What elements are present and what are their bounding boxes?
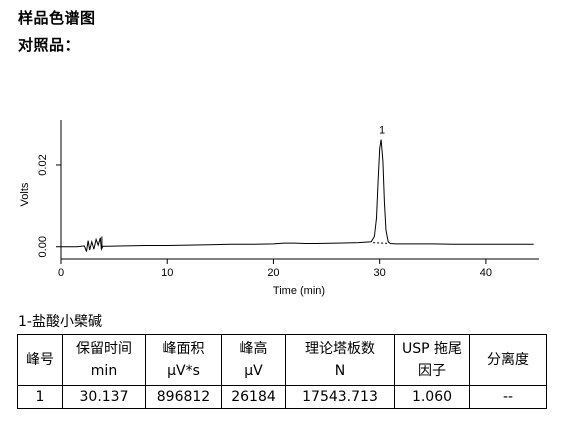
- x-tick-label: 30: [374, 267, 386, 279]
- header-text: 峰面积: [162, 341, 205, 357]
- report-title: 样品色谱图: [18, 9, 96, 27]
- header-text: 峰号: [26, 352, 54, 368]
- compound-label: 1-盐酸小檗碱: [18, 314, 102, 330]
- header-unit: 因子: [418, 363, 446, 379]
- chart-marks: 1: [61, 125, 534, 252]
- cell-theoretical-plates: 17543.713: [285, 385, 395, 409]
- cell-resolution: --: [469, 385, 547, 409]
- reference-sample-label: 对照品：: [18, 36, 81, 54]
- header-text: 分离度: [487, 352, 529, 368]
- header-cell-retention-time: 保留时间 min: [62, 334, 146, 386]
- header-text: 保留时间: [76, 341, 132, 357]
- y-tick-label: 0.02: [37, 154, 49, 175]
- header-text: 理论塔板数: [305, 341, 375, 357]
- x-tick-label: 10: [161, 267, 173, 279]
- cell-peak-height: 26184: [221, 385, 286, 409]
- header-text: USP 拖尾: [401, 341, 463, 357]
- header-unit: min: [90, 363, 118, 379]
- results-table: 峰号 保留时间 min 峰面积 μV*s 峰高 μV 理论塔板数 N USP 拖尾 因子 …: [17, 334, 547, 409]
- header-unit: μV: [244, 363, 263, 379]
- header-cell-peak-no: 峰号: [17, 334, 63, 386]
- header-unit: N: [334, 363, 346, 379]
- header-cell-peak-area: 峰面积 μV*s: [145, 334, 222, 386]
- header-cell-theoretical-plates: 理论塔板数 N: [285, 334, 395, 386]
- cell-peak-area: 896812: [145, 385, 222, 409]
- table-header-row: 峰号 保留时间 min 峰面积 μV*s 峰高 μV 理论塔板数 N USP 拖尾 因子 …: [17, 334, 547, 386]
- cell-usp-tailing: 1.060: [394, 385, 470, 409]
- cell-retention-time: 30.137: [62, 385, 146, 409]
- header-cell-usp-tailing: USP 拖尾 因子: [394, 334, 470, 386]
- header-unit: μV*s: [167, 363, 200, 379]
- y-axis-label: Volts: [19, 182, 31, 206]
- header-cell-peak-height: 峰高 μV: [221, 334, 286, 386]
- x-tick-label: 20: [267, 267, 279, 279]
- chart-axes: 0 10 20 30 40 0.00 0.02 Time (min) Volts: [19, 120, 539, 297]
- x-tick-label: 40: [480, 267, 492, 279]
- header-cell-resolution: 分离度: [469, 334, 547, 386]
- chromatogram-chart: 0 10 20 30 40 0.00 0.02 Time (min) Volts 1: [19, 120, 539, 297]
- cell-peak-no: 1: [17, 385, 63, 409]
- header-text: 峰高: [239, 341, 268, 357]
- chromatogram-trace: [61, 139, 534, 252]
- x-axis-label: Time (min): [273, 285, 325, 297]
- table-row: 1 30.137 896812 26184 17543.713 1.060 --: [17, 385, 547, 409]
- peak-label: 1: [379, 125, 385, 137]
- x-tick-label: 0: [58, 267, 64, 279]
- y-tick-label: 0.00: [37, 236, 49, 257]
- peak-baseline: [373, 242, 390, 244]
